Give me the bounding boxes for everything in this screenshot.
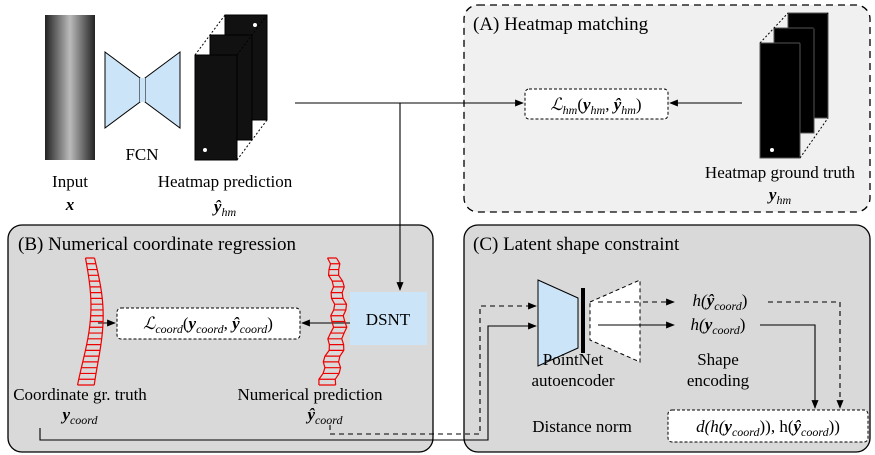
loss-hm-part: hm xyxy=(591,103,606,117)
panel-b-title: (B) Numerical coordinate regression xyxy=(18,234,297,255)
loss-coord-part: coord xyxy=(240,322,269,336)
loss-coord-part: coord xyxy=(196,322,225,336)
prediction-label: Numerical prediction xyxy=(238,385,383,404)
loss-hm-part: , xyxy=(605,95,614,114)
latent-bar xyxy=(581,288,585,353)
encoding-pred-part: h( xyxy=(693,291,709,310)
distance-part: )) xyxy=(829,417,840,436)
loss-coord-part: y xyxy=(187,314,197,333)
encoding-label: encoding xyxy=(687,371,750,390)
encoding-label: Shape xyxy=(697,350,739,369)
coord-gt-symbol-part: y xyxy=(60,405,70,424)
distance-label: Distance norm xyxy=(532,417,632,436)
loss-hm-part: ℒ xyxy=(550,95,563,114)
loss-coord-part: ) xyxy=(267,314,273,333)
loss-coord-part: coord xyxy=(155,322,184,336)
prediction-symbol-part: ŷ xyxy=(305,405,315,424)
heatmap-stack xyxy=(195,15,267,160)
distance-part: )), h( xyxy=(760,417,794,436)
encoding-pred-part: ŷ xyxy=(705,291,715,310)
fcn-neck xyxy=(140,78,145,102)
encoding-pred-part: coord xyxy=(714,299,743,313)
loss-coord-part: ŷ xyxy=(230,314,240,333)
encoding-pred-part: ) xyxy=(742,291,748,310)
encoding-gt-part: ) xyxy=(740,315,746,334)
dsnt-label: DSNT xyxy=(366,310,411,329)
fcn-label: FCN xyxy=(125,145,158,164)
heatmap-prediction-symbol-part: hm xyxy=(221,205,236,219)
encoding-gt-part: y xyxy=(703,315,713,334)
prediction-symbol-part: coord xyxy=(315,413,344,427)
loss-hm-part: hm xyxy=(621,103,636,117)
heatmap-prediction-label: Heatmap prediction xyxy=(158,172,293,191)
heatmap-gt-symbol-part: hm xyxy=(776,193,791,207)
loss-coord-part: ℒ xyxy=(143,314,156,333)
loss-coord-part: , xyxy=(224,314,233,333)
heatmap-prediction-symbol: ŷhm xyxy=(212,197,237,219)
distance-part: y xyxy=(722,417,732,436)
panel-c-title: (C) Latent shape constraint xyxy=(473,234,680,255)
panel-a-title: (A) Heatmap matching xyxy=(473,14,649,35)
loss-hm-part: y xyxy=(581,95,591,114)
encoding-gt-part: h( xyxy=(691,315,707,334)
model-label: autoencoder xyxy=(531,371,614,390)
encoding-gt-part: coord xyxy=(712,323,741,337)
heatmap-prediction-symbol-part: ŷ xyxy=(212,197,222,216)
model-label: PointNet xyxy=(543,350,604,369)
distance-part: ŷ xyxy=(791,417,801,436)
loss-hm-part: ŷ xyxy=(612,95,622,114)
coord-gt-label: Coordinate gr. truth xyxy=(13,385,147,404)
heatmap-gt-label: Heatmap ground truth xyxy=(705,163,856,182)
input-image xyxy=(45,15,95,160)
loss-hm-part: hm xyxy=(563,103,578,117)
input-symbol: x xyxy=(65,195,75,214)
distance-part: coord xyxy=(732,425,761,439)
loss-hm-part: ) xyxy=(636,95,642,114)
diagram: Input x FCN Heatmap prediction (A) Heatm… xyxy=(0,0,875,455)
distance-part: d(h( xyxy=(696,417,726,436)
distance-part: coord xyxy=(801,425,830,439)
coord-gt-symbol-part: coord xyxy=(70,413,99,427)
heatmap-gt-symbol-part: y xyxy=(767,185,777,204)
input-label: Input xyxy=(52,172,88,191)
